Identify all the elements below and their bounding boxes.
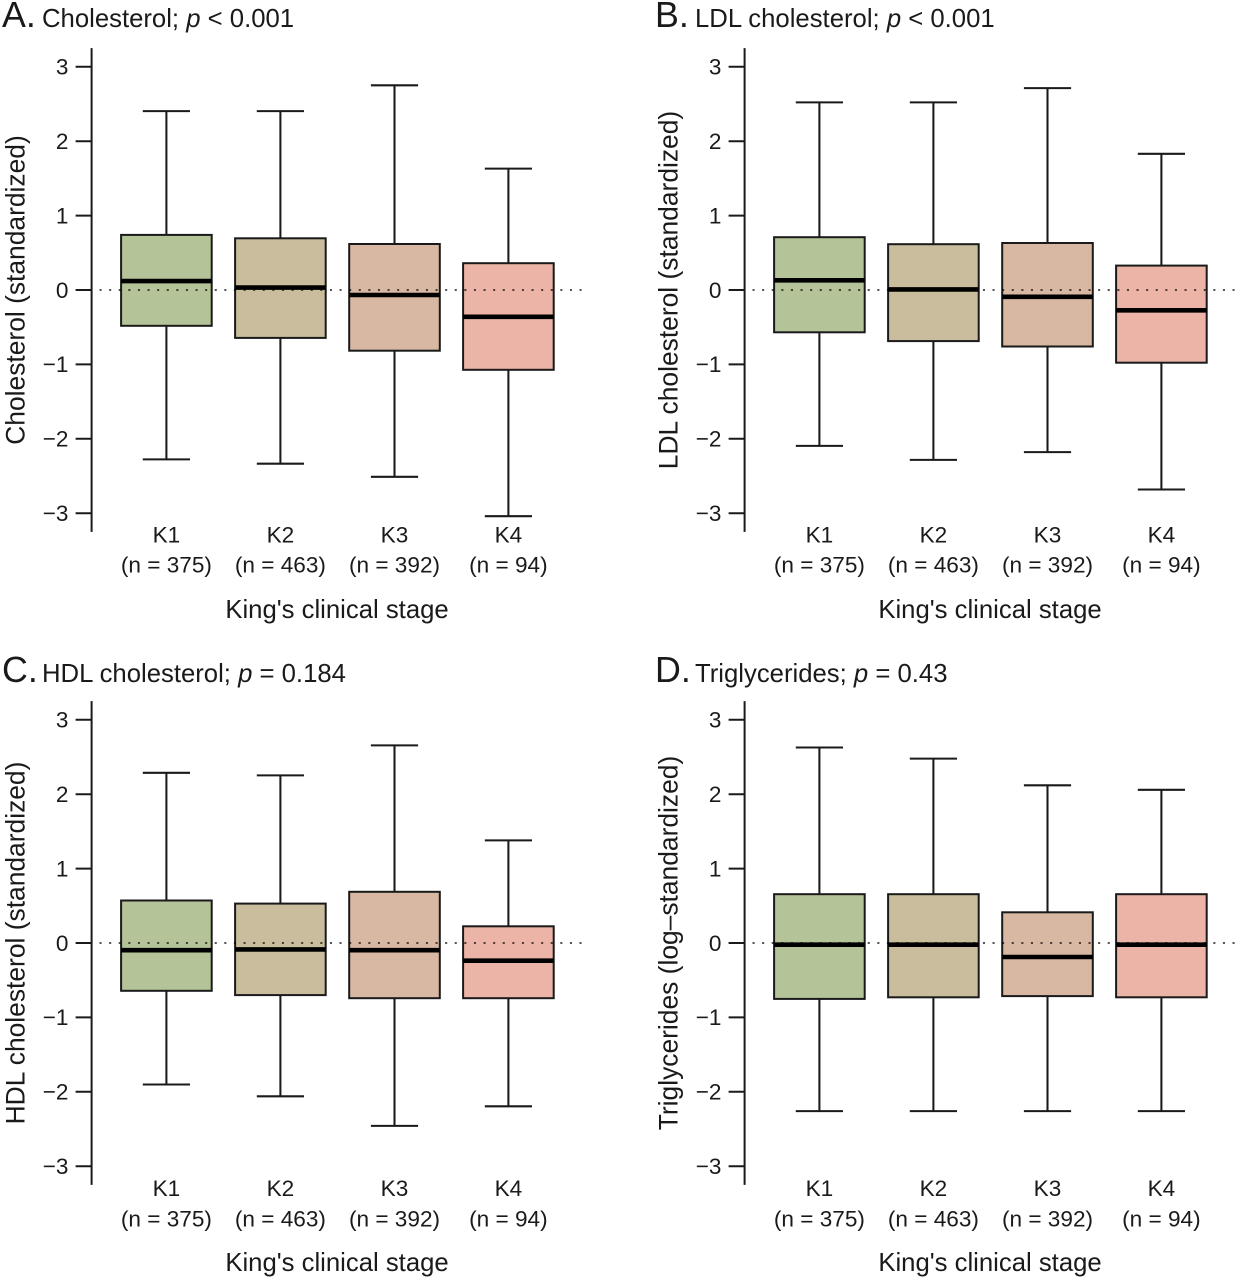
svg-text:3: 3 <box>709 55 722 80</box>
svg-text:1: 1 <box>56 203 69 228</box>
svg-text:3: 3 <box>709 708 722 733</box>
svg-text:A.: A. <box>2 0 36 35</box>
svg-text:(n = 392): (n = 392) <box>1002 1207 1093 1232</box>
svg-text:(n = 463): (n = 463) <box>235 553 326 578</box>
svg-text:−2: −2 <box>696 1080 722 1105</box>
svg-text:−2: −2 <box>696 427 722 452</box>
svg-text:K4: K4 <box>495 1176 523 1201</box>
svg-text:2: 2 <box>709 782 722 807</box>
svg-text:(n = 94): (n = 94) <box>469 553 548 578</box>
svg-text:K4: K4 <box>1148 523 1176 548</box>
svg-text:HDL cholesterol; p = 0.184: HDL cholesterol; p = 0.184 <box>42 660 346 688</box>
svg-text:K1: K1 <box>806 523 834 548</box>
svg-text:King's clinical stage: King's clinical stage <box>225 1249 448 1277</box>
svg-text:3: 3 <box>56 55 69 80</box>
svg-text:K2: K2 <box>920 523 948 548</box>
svg-text:King's clinical stage: King's clinical stage <box>878 596 1101 624</box>
svg-text:K1: K1 <box>153 523 181 548</box>
svg-text:K1: K1 <box>153 1176 181 1201</box>
svg-text:(n = 375): (n = 375) <box>774 1207 865 1232</box>
svg-text:K3: K3 <box>381 1176 409 1201</box>
svg-text:(n = 463): (n = 463) <box>235 1207 326 1232</box>
svg-text:K2: K2 <box>267 523 295 548</box>
svg-text:2: 2 <box>709 129 722 154</box>
svg-text:(n = 375): (n = 375) <box>121 1207 212 1232</box>
svg-text:1: 1 <box>56 856 69 881</box>
svg-text:King's clinical stage: King's clinical stage <box>225 596 448 624</box>
svg-text:(n = 94): (n = 94) <box>1122 553 1201 578</box>
svg-text:HDL cholesterol (standardized): HDL cholesterol (standardized) <box>1 762 31 1125</box>
svg-text:(n = 463): (n = 463) <box>888 1207 979 1232</box>
svg-text:K1: K1 <box>806 1176 834 1201</box>
svg-text:(n = 392): (n = 392) <box>349 1207 440 1232</box>
svg-text:Cholesterol; p < 0.001: Cholesterol; p < 0.001 <box>42 5 294 33</box>
svg-text:2: 2 <box>56 782 69 807</box>
svg-text:−1: −1 <box>43 1005 69 1030</box>
svg-text:−2: −2 <box>43 1080 69 1105</box>
svg-text:K3: K3 <box>1034 523 1062 548</box>
svg-text:−3: −3 <box>696 1154 722 1179</box>
svg-text:−1: −1 <box>43 352 69 377</box>
svg-text:0: 0 <box>56 931 69 956</box>
svg-text:LDL cholesterol (standardized): LDL cholesterol (standardized) <box>654 111 684 469</box>
svg-text:Triglycerides (log–standardize: Triglycerides (log–standardized) <box>654 756 684 1131</box>
svg-text:(n = 375): (n = 375) <box>774 553 865 578</box>
svg-text:1: 1 <box>709 203 722 228</box>
svg-text:−1: −1 <box>696 1005 722 1030</box>
svg-text:LDL cholesterol; p < 0.001: LDL cholesterol; p < 0.001 <box>695 5 995 33</box>
svg-text:(n = 94): (n = 94) <box>1122 1207 1201 1232</box>
svg-text:King's clinical stage: King's clinical stage <box>878 1249 1101 1277</box>
svg-text:−1: −1 <box>696 352 722 377</box>
svg-text:(n = 375): (n = 375) <box>121 553 212 578</box>
svg-text:D.: D. <box>655 650 691 690</box>
svg-text:0: 0 <box>709 278 722 303</box>
svg-text:K4: K4 <box>1148 1176 1176 1201</box>
svg-text:−3: −3 <box>43 1154 69 1179</box>
svg-text:−3: −3 <box>43 501 69 526</box>
svg-text:(n = 392): (n = 392) <box>349 553 440 578</box>
svg-text:3: 3 <box>56 708 69 733</box>
svg-text:K3: K3 <box>381 523 409 548</box>
svg-text:B.: B. <box>655 0 689 35</box>
svg-text:(n = 392): (n = 392) <box>1002 553 1093 578</box>
svg-text:Triglycerides; p = 0.43: Triglycerides; p = 0.43 <box>695 660 948 688</box>
svg-text:0: 0 <box>56 278 69 303</box>
svg-text:K2: K2 <box>267 1176 295 1201</box>
svg-text:2: 2 <box>56 129 69 154</box>
svg-text:K2: K2 <box>920 1176 948 1201</box>
svg-text:0: 0 <box>709 931 722 956</box>
svg-text:1: 1 <box>709 856 722 881</box>
svg-text:(n = 463): (n = 463) <box>888 553 979 578</box>
svg-text:−3: −3 <box>696 501 722 526</box>
svg-text:K3: K3 <box>1034 1176 1062 1201</box>
svg-text:Cholesterol (standardized): Cholesterol (standardized) <box>1 135 31 445</box>
svg-text:K4: K4 <box>495 523 523 548</box>
svg-text:(n = 94): (n = 94) <box>469 1207 548 1232</box>
svg-text:−2: −2 <box>43 427 69 452</box>
svg-text:C.: C. <box>2 650 38 690</box>
